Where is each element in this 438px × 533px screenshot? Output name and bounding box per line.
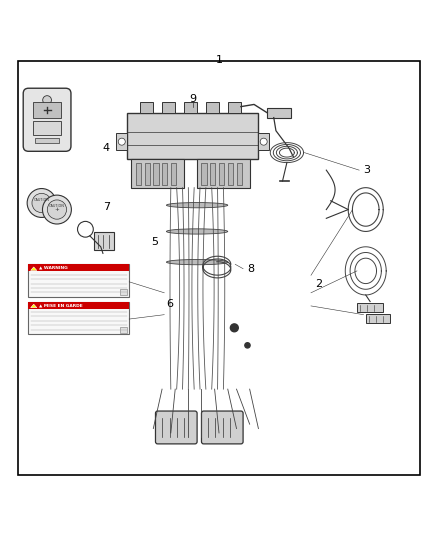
Text: 3: 3 — [364, 165, 371, 175]
Bar — [136, 163, 141, 184]
Bar — [28, 264, 129, 297]
Circle shape — [42, 195, 71, 224]
Ellipse shape — [166, 260, 228, 265]
Circle shape — [230, 324, 238, 332]
Bar — [357, 303, 383, 312]
Bar — [228, 102, 241, 113]
Bar — [197, 159, 250, 188]
Text: 2: 2 — [315, 279, 322, 289]
Text: 7: 7 — [103, 203, 110, 212]
Bar — [33, 121, 61, 135]
Bar — [206, 102, 219, 113]
Circle shape — [47, 200, 67, 219]
Bar — [267, 108, 291, 118]
Text: ▲ MISE EN GARDE: ▲ MISE EN GARDE — [39, 303, 83, 307]
Circle shape — [32, 193, 51, 213]
Bar — [219, 163, 224, 184]
Bar — [145, 163, 150, 184]
Bar — [28, 302, 129, 334]
Bar — [127, 113, 258, 159]
Bar — [33, 102, 61, 118]
Bar — [120, 289, 127, 295]
Bar — [162, 102, 175, 113]
FancyBboxPatch shape — [155, 411, 197, 444]
Bar — [171, 163, 176, 184]
Circle shape — [27, 189, 56, 217]
Text: 9: 9 — [189, 94, 196, 104]
Text: CAUTION: CAUTION — [34, 198, 49, 202]
Bar — [153, 163, 159, 184]
Bar — [140, 102, 153, 113]
Bar — [184, 102, 197, 113]
Polygon shape — [31, 267, 37, 270]
Polygon shape — [31, 304, 37, 308]
Text: 8: 8 — [247, 264, 254, 273]
Circle shape — [245, 343, 250, 348]
Bar — [28, 264, 129, 271]
Text: 4: 4 — [103, 143, 110, 154]
FancyBboxPatch shape — [201, 411, 243, 444]
Bar — [366, 314, 390, 324]
Bar — [228, 163, 233, 184]
Circle shape — [43, 96, 52, 104]
Ellipse shape — [166, 229, 228, 234]
Bar — [94, 232, 114, 250]
Bar — [35, 138, 59, 143]
Text: CAUTION: CAUTION — [49, 205, 65, 208]
Circle shape — [260, 138, 267, 145]
Bar — [131, 159, 184, 188]
Circle shape — [118, 138, 125, 145]
Bar — [210, 163, 215, 184]
Text: 1: 1 — [215, 55, 223, 66]
Bar — [116, 133, 127, 150]
Bar — [201, 163, 207, 184]
Bar — [258, 133, 269, 150]
FancyBboxPatch shape — [23, 88, 71, 151]
Text: 6: 6 — [166, 298, 173, 309]
Bar — [237, 163, 242, 184]
Bar — [120, 327, 127, 333]
Ellipse shape — [166, 203, 228, 208]
Text: ▲ WARNING: ▲ WARNING — [39, 266, 68, 270]
Bar — [162, 163, 167, 184]
Text: +: + — [55, 207, 59, 212]
Bar — [28, 302, 129, 309]
Text: 5: 5 — [151, 237, 158, 247]
